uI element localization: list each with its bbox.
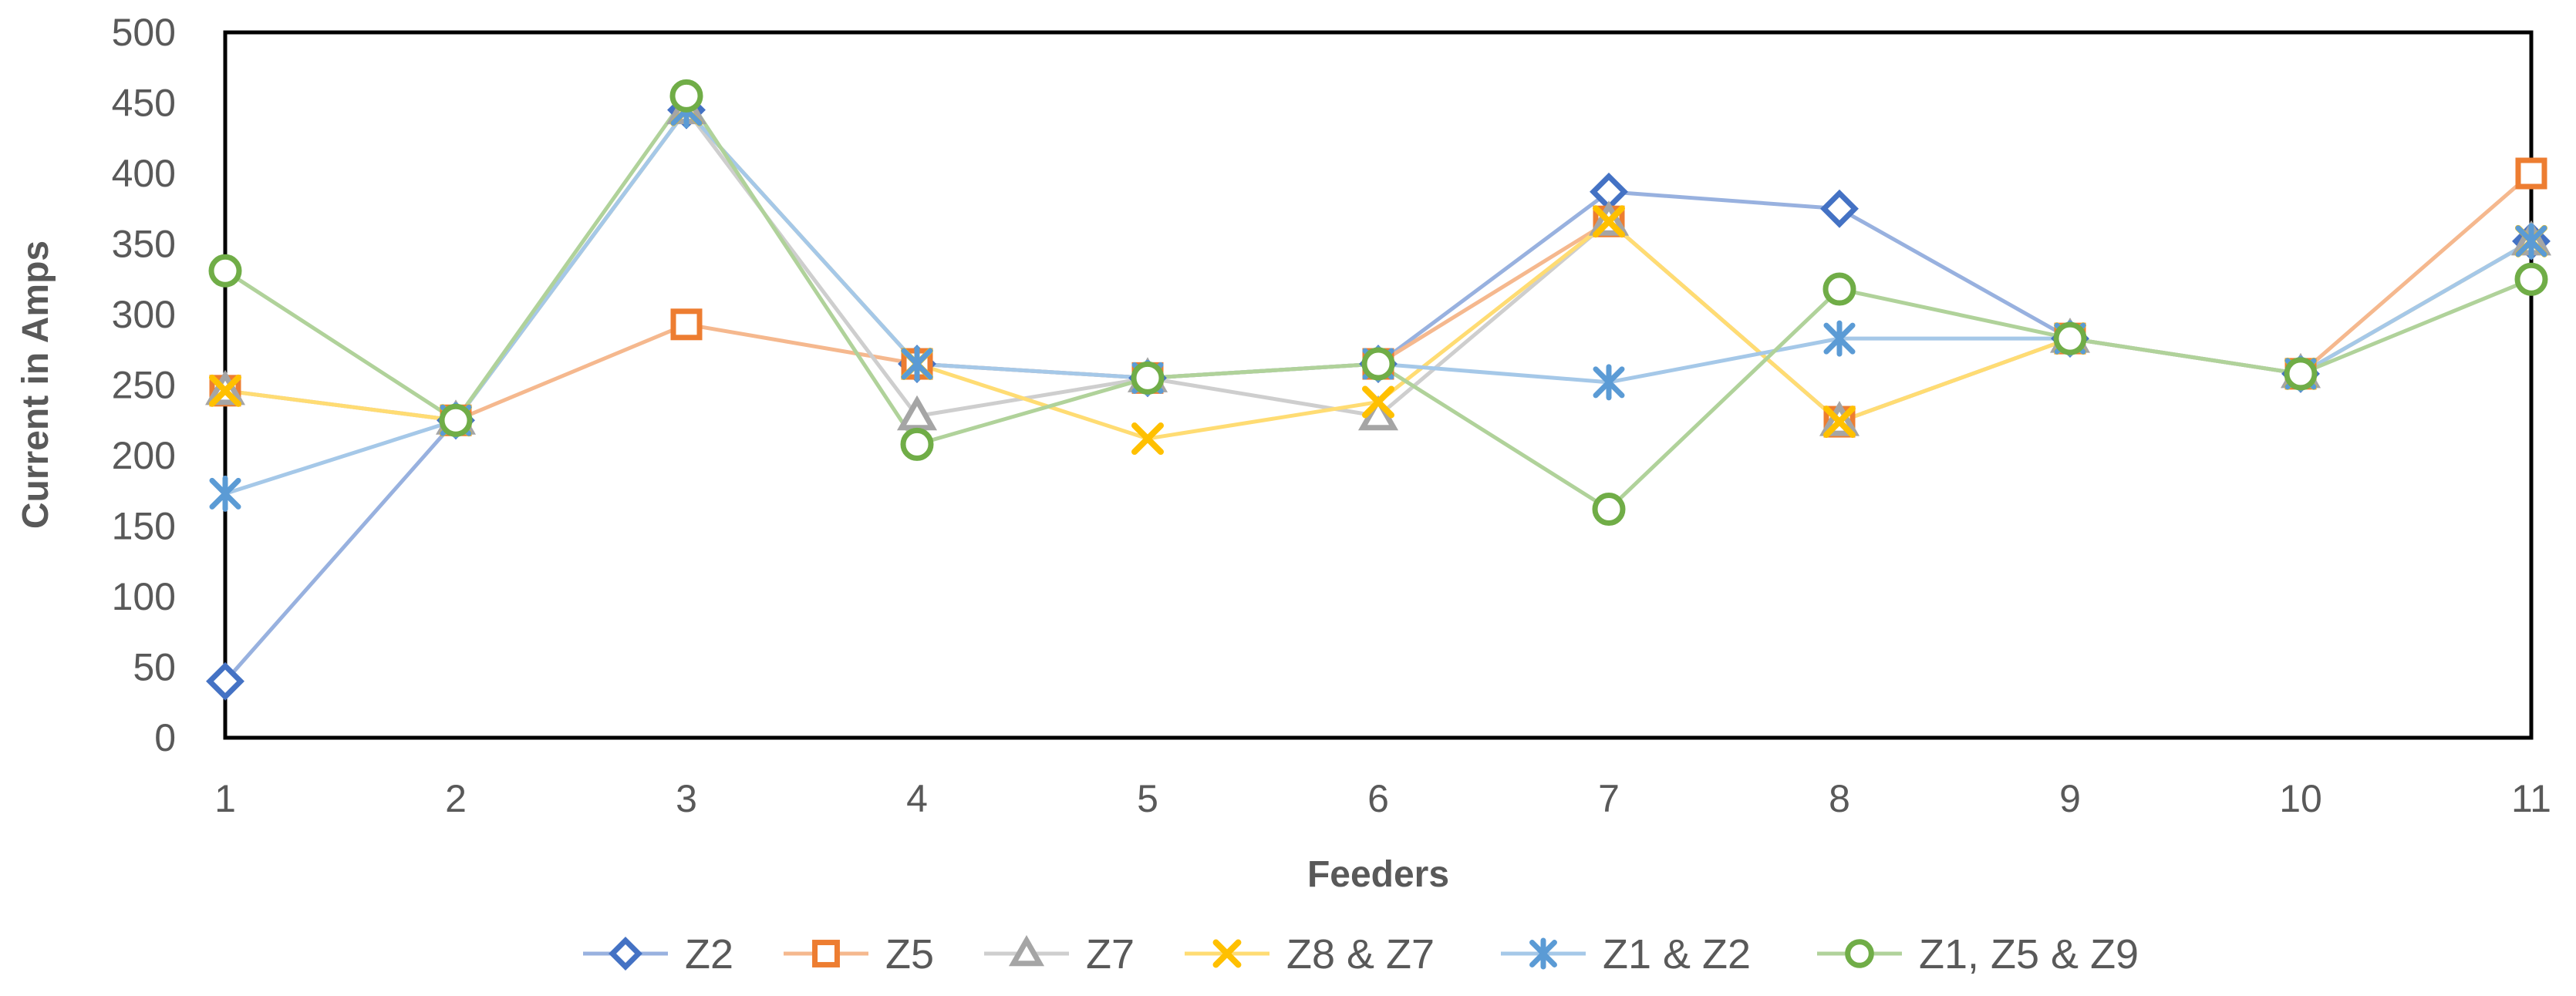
data-point-z1-z5-z9 (1131, 361, 1165, 395)
x-tick-label: 4 (906, 777, 928, 820)
data-point-z1-z5-z9 (2284, 357, 2318, 391)
legend-item-z2: Z2 (583, 931, 733, 977)
data-point-z1-z5-z9 (439, 403, 473, 437)
x-tick-label: 11 (2511, 777, 2551, 820)
y-tick-label: 0 (154, 716, 176, 759)
y-tick-label: 400 (112, 152, 176, 195)
data-point-z1-z2 (209, 475, 241, 512)
x-tick-label: 2 (445, 777, 467, 820)
y-axis-ticks: 0 50 100 150 200 250 300 350 400 450 500 (112, 11, 176, 759)
x-axis-title: Feeders (1307, 854, 1449, 895)
x-tick-label: 9 (2059, 777, 2081, 820)
data-point-z2 (206, 661, 244, 701)
legend-marker-z7 (1008, 934, 1045, 967)
x-axis-ticks: 1 2 3 4 5 6 7 8 9 10 11 (214, 777, 2551, 820)
data-point-z1-z5-z9 (208, 254, 242, 288)
data-point-z1-z5-z9 (2053, 321, 2087, 355)
series-markers (204, 79, 2552, 701)
legend-label-z1-z5-z9: Z1, Z5 & Z9 (1919, 931, 2139, 977)
x-tick-label: 3 (676, 777, 697, 820)
y-tick-label: 100 (112, 575, 176, 618)
data-point-z1-z2 (2515, 223, 2547, 260)
plot-area (223, 30, 2534, 740)
data-point-z7 (1357, 395, 1399, 431)
legend-marker-z1-z2 (1529, 937, 1557, 970)
legend-label-z2: Z2 (685, 931, 733, 977)
legend-item-z1-z5-z9: Z1, Z5 & Z9 (1817, 931, 2139, 977)
y-tick-label: 50 (133, 646, 176, 689)
x-tick-label: 6 (1367, 777, 1389, 820)
data-point-z7 (896, 395, 938, 431)
y-axis-title: Current in Amps (15, 241, 56, 529)
data-point-z8-z7 (1362, 385, 1394, 419)
x-tick-label: 10 (2279, 777, 2322, 820)
data-point-z1-z5-z9 (2514, 262, 2548, 296)
data-point-z8-z7 (1131, 422, 1164, 456)
data-point-z1-z2 (901, 345, 933, 382)
data-point-z1-z5-z9 (1592, 493, 1626, 527)
legend-label-z5: Z5 (885, 931, 934, 977)
y-tick-label: 150 (112, 505, 176, 548)
data-point-z5 (2515, 157, 2547, 190)
y-tick-label: 300 (112, 293, 176, 336)
series-points-z1-z5-z9 (208, 79, 2548, 527)
data-point-z1-z5-z9 (900, 427, 934, 461)
data-point-z1-z5-z9 (669, 79, 703, 113)
legend-item-z1-z2: Z1 & Z2 (1501, 931, 1751, 977)
y-tick-label: 500 (112, 11, 176, 54)
data-point-z8-z7 (209, 374, 241, 407)
legend-item-z8-z7: Z8 & Z7 (1185, 931, 1435, 977)
legend-marker-z8-z7 (1212, 939, 1242, 968)
data-point-z1-z2 (1823, 320, 1856, 357)
legend-label-z8-z7: Z8 & Z7 (1286, 931, 1435, 977)
x-tick-label: 7 (1598, 777, 1620, 820)
x-tick-label: 5 (1137, 777, 1158, 820)
legend: Z2 Z5 Z7 Z8 & Z7 Z1 & Z2 Z1, Z5 & Z9 (583, 931, 2139, 977)
y-tick-label: 450 (112, 82, 176, 125)
data-point-z8-z7 (1823, 405, 1856, 439)
x-tick-label: 1 (214, 777, 236, 820)
legend-marker-z5 (812, 940, 840, 967)
data-point-z1-z5-z9 (1822, 272, 1856, 306)
data-point-z1-z5-z9 (1361, 347, 1395, 381)
data-point-z1-z2 (1593, 364, 1625, 401)
legend-label-z1-z2: Z1 & Z2 (1603, 931, 1751, 977)
y-tick-label: 250 (112, 364, 176, 407)
y-tick-label: 200 (112, 434, 176, 477)
legend-item-z5: Z5 (784, 931, 934, 977)
data-point-z8-z7 (1593, 205, 1625, 238)
legend-marker-z1-z5-z9 (1845, 939, 1874, 968)
legend-marker-z2 (609, 937, 642, 971)
legend-label-z7: Z7 (1086, 931, 1135, 977)
legend-item-z7: Z7 (984, 931, 1135, 977)
data-point-z2 (1820, 189, 1859, 228)
x-tick-label: 8 (1829, 777, 1850, 820)
y-tick-label: 350 (112, 223, 176, 266)
data-point-z5 (670, 308, 703, 341)
